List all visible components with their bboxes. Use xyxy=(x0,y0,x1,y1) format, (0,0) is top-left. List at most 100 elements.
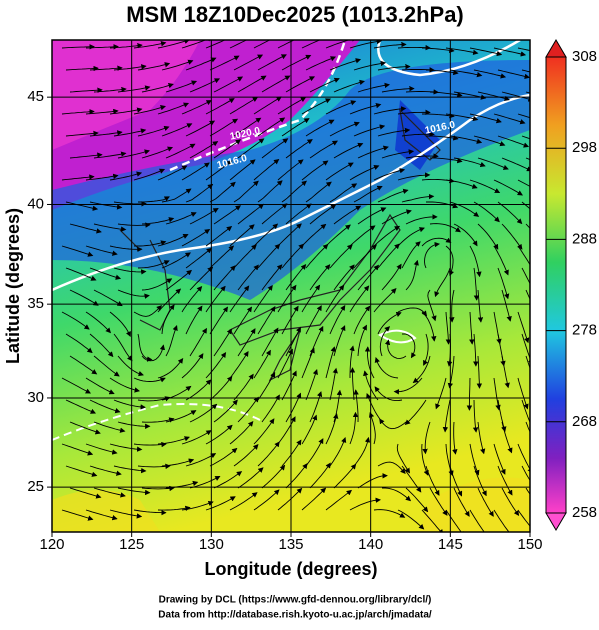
streamline xyxy=(349,285,370,313)
streamline xyxy=(493,113,526,125)
streamline xyxy=(412,355,431,384)
streamline xyxy=(301,223,327,247)
streamline xyxy=(517,377,529,410)
streamline xyxy=(517,311,530,344)
streamline xyxy=(65,65,99,72)
streamline xyxy=(209,375,233,401)
streamline xyxy=(305,305,322,335)
streamline xyxy=(213,328,233,357)
streamline xyxy=(181,353,204,379)
streamline xyxy=(424,241,440,269)
streamline xyxy=(89,333,114,358)
streamline xyxy=(161,385,192,401)
streamline xyxy=(445,245,454,277)
streamline xyxy=(189,208,219,225)
streamline xyxy=(397,227,425,247)
streamline xyxy=(521,69,530,73)
streamline xyxy=(466,377,473,411)
streamline xyxy=(141,83,174,93)
streamline xyxy=(209,306,229,335)
streamline xyxy=(379,418,407,430)
streamline xyxy=(213,471,243,489)
streamline xyxy=(181,100,212,115)
streamline xyxy=(261,394,280,423)
streamline xyxy=(113,465,147,474)
streamline xyxy=(181,229,211,247)
streamline xyxy=(477,223,499,250)
colorbar-max-arrow xyxy=(545,39,567,58)
streamline xyxy=(189,475,221,489)
streamline xyxy=(368,411,376,445)
streamline xyxy=(453,223,478,247)
streamline xyxy=(473,465,487,497)
streamline xyxy=(109,245,143,253)
streamline xyxy=(396,443,410,474)
streamline xyxy=(309,462,331,489)
streamline xyxy=(521,201,530,210)
streamline xyxy=(379,326,391,357)
streamline xyxy=(157,288,182,313)
streamline xyxy=(257,243,281,269)
streamline xyxy=(329,304,346,335)
streamline xyxy=(205,160,233,181)
streamline xyxy=(329,121,360,137)
streamline xyxy=(181,162,210,181)
streamline xyxy=(181,40,213,49)
streamline xyxy=(113,399,146,410)
streamline xyxy=(237,467,264,489)
streamline xyxy=(93,355,120,377)
streamline xyxy=(501,421,513,454)
streamline xyxy=(69,152,103,159)
streamline xyxy=(497,135,530,148)
streamline xyxy=(305,438,324,467)
streamline xyxy=(157,436,190,445)
colorbar-min-arrow xyxy=(545,512,567,531)
streamline xyxy=(521,399,530,431)
streamline xyxy=(229,96,259,115)
streamline xyxy=(237,264,259,291)
streamline xyxy=(61,377,91,394)
streamline xyxy=(374,357,399,379)
streamline xyxy=(189,266,214,291)
streamline xyxy=(377,312,402,335)
streamline xyxy=(137,125,170,137)
streamline xyxy=(349,40,383,49)
streamline xyxy=(181,500,214,511)
streamline xyxy=(165,269,192,291)
streamline xyxy=(257,180,283,203)
streamline xyxy=(501,223,523,250)
streamline xyxy=(261,264,283,291)
streamline xyxy=(161,252,191,269)
streamline xyxy=(157,234,189,247)
streamline xyxy=(445,113,479,122)
streamline xyxy=(434,267,451,298)
streamline xyxy=(65,267,97,281)
streamline xyxy=(189,141,219,159)
streamline xyxy=(453,157,486,167)
streamline xyxy=(333,79,365,93)
streamline xyxy=(421,47,455,54)
streamline xyxy=(469,311,475,345)
streamline xyxy=(525,355,530,370)
streamline xyxy=(325,40,358,49)
streamline xyxy=(61,108,95,115)
streamline xyxy=(301,284,321,313)
streamline xyxy=(497,267,510,300)
streamline xyxy=(65,130,99,137)
streamline xyxy=(277,97,307,115)
streamline xyxy=(253,284,273,313)
footer-line: Data from http://database.rish.kyoto-u.a… xyxy=(158,610,432,621)
grid xyxy=(52,40,530,532)
streamline xyxy=(285,203,312,225)
streamline xyxy=(357,473,388,489)
streamline xyxy=(69,223,102,234)
streamline xyxy=(277,487,303,511)
streamline xyxy=(141,146,174,159)
streamline xyxy=(377,461,406,474)
streamline xyxy=(261,327,279,357)
streamline xyxy=(401,131,435,137)
streamline xyxy=(133,168,166,181)
streamline xyxy=(189,78,221,93)
streamline xyxy=(357,264,379,291)
streamline xyxy=(517,113,530,119)
